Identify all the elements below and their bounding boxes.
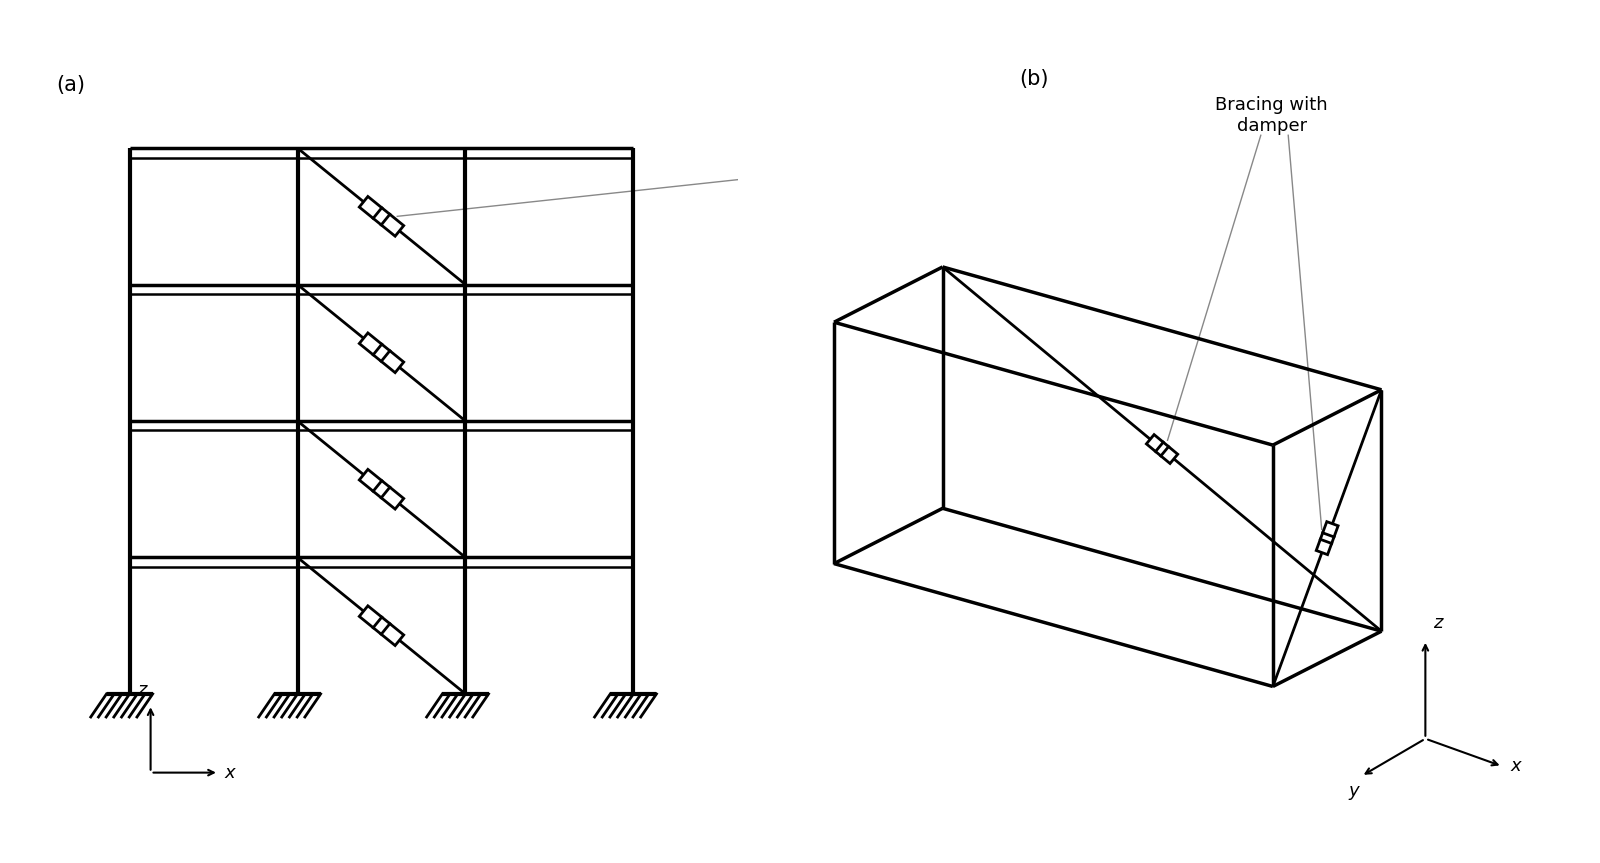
Polygon shape <box>360 606 403 646</box>
Polygon shape <box>360 333 403 373</box>
Text: (b): (b) <box>1019 69 1050 90</box>
Text: y: y <box>1349 782 1358 800</box>
Text: z: z <box>138 681 147 699</box>
Text: Bracing with
damper: Bracing with damper <box>1216 97 1328 135</box>
Polygon shape <box>360 469 403 509</box>
Polygon shape <box>1317 521 1338 555</box>
Text: z: z <box>1434 614 1443 633</box>
Polygon shape <box>1146 435 1178 463</box>
Polygon shape <box>360 197 403 236</box>
Text: x: x <box>1510 758 1520 775</box>
Text: x: x <box>224 764 235 782</box>
Text: (a): (a) <box>56 74 85 95</box>
